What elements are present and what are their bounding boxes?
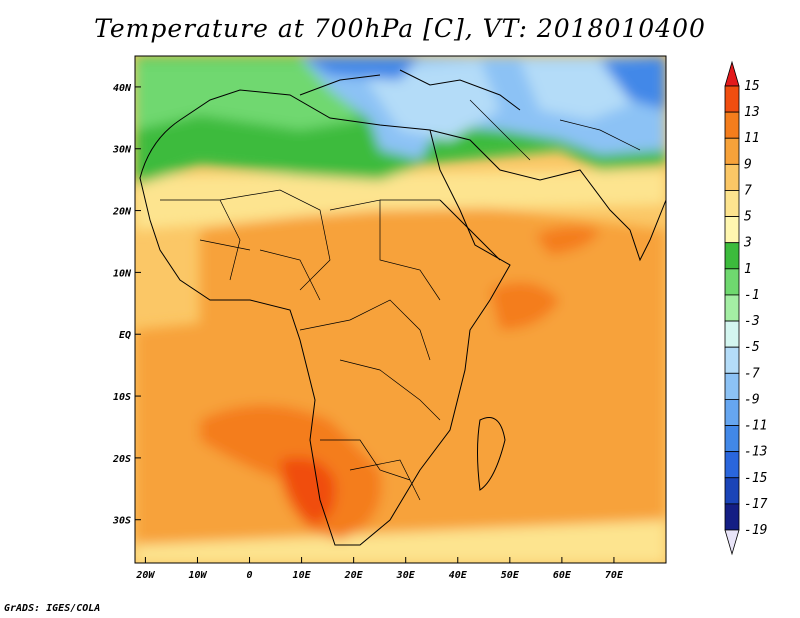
- chart-title: Temperature at 700hPa [C], VT: 201801040…: [94, 14, 706, 43]
- coastlines: [139, 69, 666, 546]
- colorbar-swatch: [724, 268, 740, 296]
- colorbar-label: -7: [744, 366, 760, 381]
- colorbar-label: -9: [744, 392, 760, 407]
- colorbar-swatch: [724, 320, 740, 348]
- temperature-field: [135, 56, 666, 563]
- colorbar-swatch: [724, 477, 740, 505]
- lat-tick-label: 20S: [112, 454, 131, 465]
- colorbar-label: -3: [744, 314, 760, 329]
- colorbar-label: -11: [744, 419, 767, 434]
- colorbar-label: -5: [744, 340, 760, 355]
- colorbar-swatch: [724, 163, 740, 191]
- colorbar-label: 9: [744, 157, 752, 172]
- colorbar-label: -17: [744, 497, 768, 512]
- lon-tick-label: 20W: [135, 570, 155, 581]
- map-axes: 20W 10W 0 10E 20E 30E 40E 50E 60E 70E 40N 30N 20N 10N…: [112, 83, 624, 581]
- lat-tick-label: 40N: [113, 83, 132, 94]
- lat-tick-label: 10N: [113, 268, 132, 279]
- colorbar-top-arrow: [724, 60, 740, 87]
- plot-frame: [134, 55, 667, 564]
- lon-tick-label: 60E: [553, 570, 572, 581]
- lon-tick-label: 10E: [293, 570, 312, 581]
- country-borders: [160, 99, 641, 501]
- lat-tick-label: 10S: [113, 392, 131, 403]
- colorbar-swatch: [724, 216, 740, 244]
- colorbar-swatch: [724, 503, 740, 531]
- colorbar-swatch: [724, 111, 740, 139]
- lon-tick-label: 20E: [344, 570, 364, 581]
- lat-tick-label: 30S: [112, 516, 131, 527]
- lon-tick-label: 30E: [396, 570, 416, 581]
- colorbar-label: 3: [743, 236, 752, 251]
- grads-credit: GrADS: IGES/COLA: [4, 603, 101, 614]
- colorbar-bottom-arrow: [724, 529, 740, 556]
- colorbar-swatch: [724, 346, 740, 374]
- colorbar-swatch: [724, 85, 740, 113]
- colorbar-label: -13: [744, 445, 767, 460]
- colorbar-label: -15: [744, 471, 768, 486]
- colorbar-label: 13: [744, 105, 760, 120]
- colorbar-label: 5: [744, 210, 752, 225]
- colorbar-swatch: [724, 399, 740, 426]
- lat-tick-label: 20N: [112, 207, 132, 218]
- colorbar-swatch: [724, 425, 740, 453]
- colorbar-swatch: [724, 190, 740, 217]
- lon-tick-label: 40E: [449, 570, 468, 581]
- colorbar-swatch: [724, 372, 740, 400]
- lat-tick-label: EQ: [119, 330, 131, 341]
- colorbar-label: 1: [744, 262, 752, 277]
- colorbar-swatch: [724, 242, 740, 270]
- lon-tick-label: 50E: [501, 570, 520, 581]
- colorbar-label: 15: [744, 79, 760, 94]
- lat-tick-label: 30N: [112, 145, 132, 156]
- colorbar-swatches: [724, 60, 740, 556]
- colorbar-labels: 15 13 11 9 7 5 3 1 -1 -3 -5 -7 -9 -11 -13 -15 -17 -19: [743, 79, 768, 538]
- colorbar-label: -19: [744, 523, 767, 538]
- colorbar-label: 11: [744, 131, 760, 146]
- colorbar-swatch: [724, 137, 740, 165]
- colorbar-swatch: [724, 294, 740, 322]
- lon-tick-label: 70E: [605, 570, 624, 581]
- lon-tick-label: 10W: [188, 570, 207, 581]
- colorbar-swatch: [724, 451, 740, 479]
- colorbar-label: 7: [744, 183, 752, 198]
- lon-tick-label: 0: [247, 570, 253, 581]
- colorbar-label: -1: [744, 288, 760, 303]
